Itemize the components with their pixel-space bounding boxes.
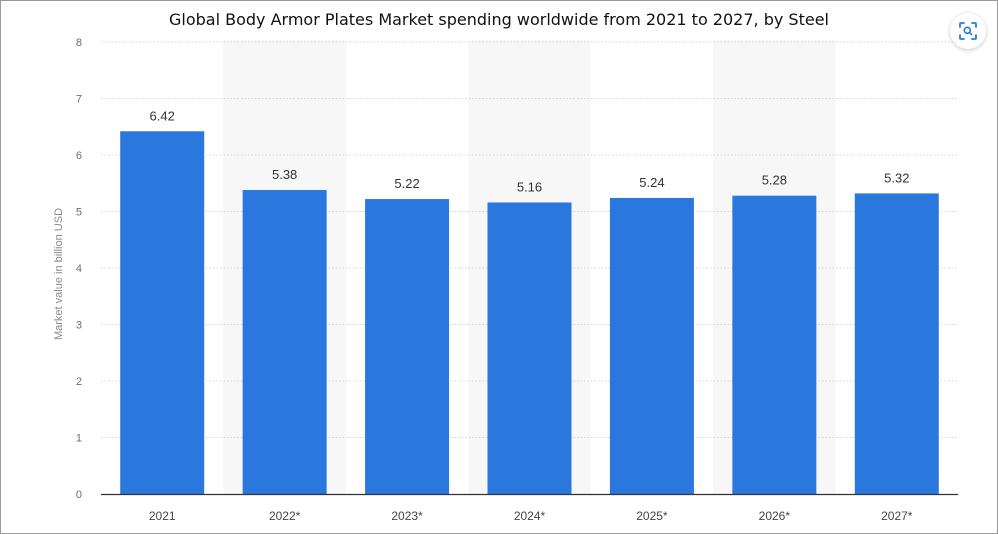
chart-title: Global Body Armor Plates Market spending… [169, 10, 829, 29]
category-label: 2024* [514, 509, 546, 523]
value-label: 6.42 [150, 108, 175, 123]
y-tick-label: 3 [76, 320, 82, 332]
y-tick-label: 8 [76, 37, 82, 49]
y-tick-label: 6 [76, 150, 82, 162]
category-label: 2026* [759, 509, 791, 523]
category-label: 2021 [149, 509, 176, 523]
y-tick-label: 4 [76, 263, 82, 275]
value-label: 5.22 [394, 176, 419, 191]
value-label: 5.32 [884, 170, 909, 185]
y-axis-title: Market value in billion USD [53, 208, 65, 340]
bar [732, 195, 817, 494]
y-tick-label: 5 [76, 207, 82, 219]
value-label: 5.16 [517, 179, 542, 194]
zoom-button[interactable] [950, 13, 986, 49]
bar [854, 193, 939, 495]
y-tick-label: 2 [76, 376, 82, 388]
value-label: 5.24 [639, 175, 664, 190]
bar [487, 202, 572, 494]
value-label: 5.38 [272, 167, 297, 182]
y-tick-label: 7 [76, 94, 82, 106]
category-label: 2022* [269, 509, 301, 523]
bar [120, 131, 205, 494]
bar [242, 190, 327, 494]
y-tick-label: 0 [76, 489, 82, 501]
category-label: 2027* [881, 509, 913, 523]
category-label: 2023* [391, 509, 423, 523]
bar [365, 199, 450, 494]
y-tick-label: 1 [76, 433, 82, 445]
value-label: 5.28 [762, 173, 787, 188]
bar [609, 197, 694, 494]
scan-zoom-icon [959, 22, 977, 40]
category-label: 2025* [636, 509, 668, 523]
